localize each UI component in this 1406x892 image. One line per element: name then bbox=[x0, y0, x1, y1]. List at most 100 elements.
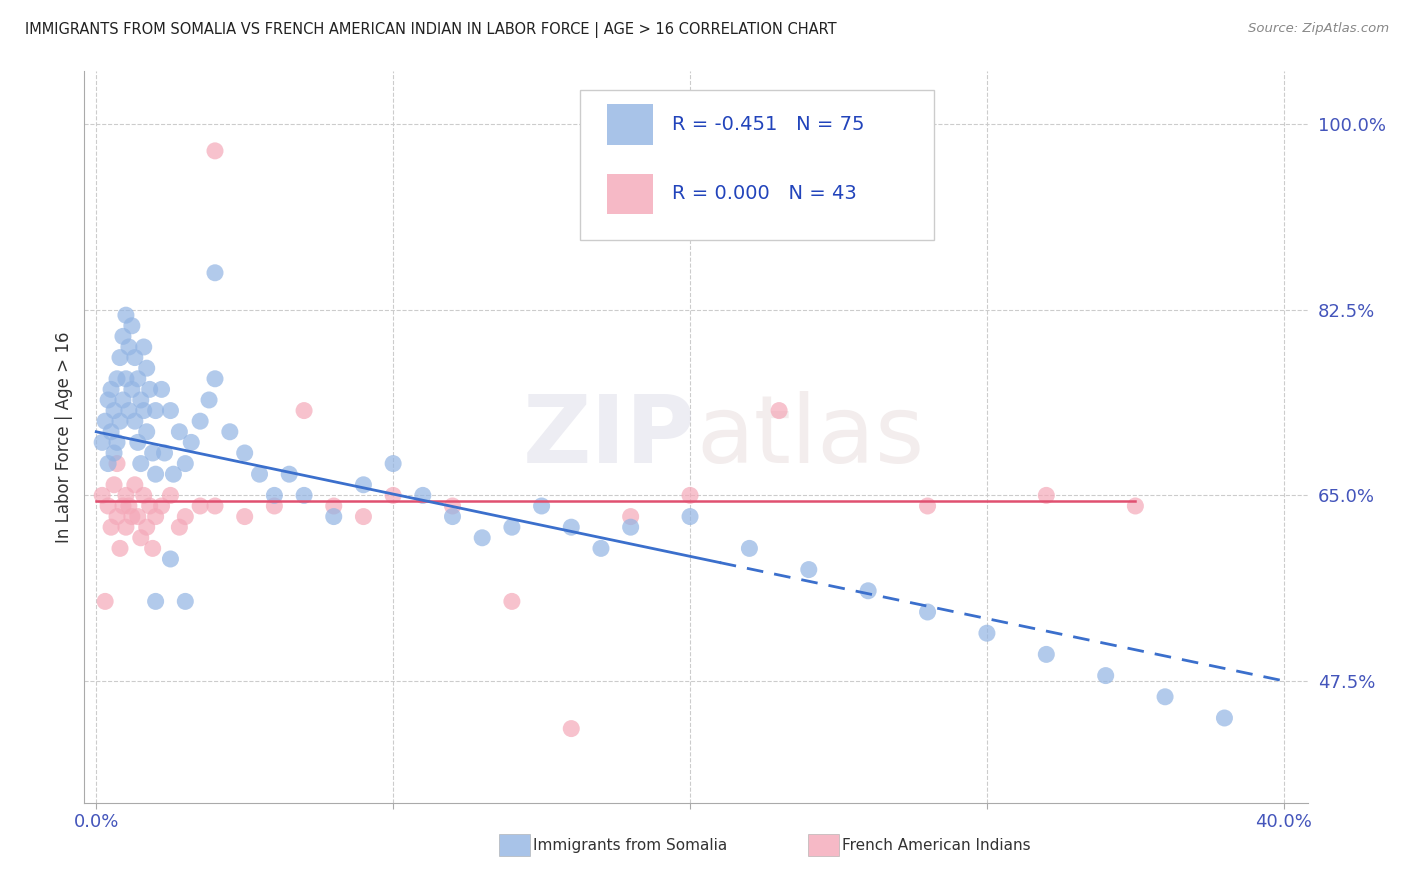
Point bbox=[412, 488, 434, 502]
Point bbox=[233, 446, 256, 460]
Point bbox=[115, 372, 138, 386]
Point bbox=[105, 457, 128, 471]
Point bbox=[679, 509, 702, 524]
Point bbox=[129, 392, 152, 407]
Point bbox=[115, 488, 138, 502]
Point bbox=[97, 392, 120, 407]
Point bbox=[263, 499, 285, 513]
Point bbox=[124, 414, 146, 428]
Text: Immigrants from Somalia: Immigrants from Somalia bbox=[533, 838, 727, 853]
Point bbox=[115, 308, 138, 322]
Text: IMMIGRANTS FROM SOMALIA VS FRENCH AMERICAN INDIAN IN LABOR FORCE | AGE > 16 CORR: IMMIGRANTS FROM SOMALIA VS FRENCH AMERIC… bbox=[25, 22, 837, 38]
Point bbox=[124, 477, 146, 491]
Point bbox=[917, 605, 939, 619]
Point bbox=[204, 144, 226, 158]
Point bbox=[121, 318, 143, 333]
Bar bbox=[606, 174, 654, 214]
Point bbox=[159, 403, 181, 417]
Point bbox=[135, 520, 157, 534]
Point bbox=[115, 520, 138, 534]
Point bbox=[589, 541, 612, 556]
Point bbox=[441, 509, 464, 524]
Point bbox=[162, 467, 184, 482]
Point bbox=[560, 520, 582, 534]
Point bbox=[145, 509, 167, 524]
Point bbox=[105, 372, 128, 386]
Point bbox=[108, 414, 131, 428]
Point bbox=[471, 531, 494, 545]
Point bbox=[560, 722, 582, 736]
Point bbox=[132, 340, 155, 354]
Point bbox=[169, 425, 191, 439]
Point bbox=[100, 520, 122, 534]
Bar bbox=[606, 104, 654, 145]
Point bbox=[105, 435, 128, 450]
Point bbox=[111, 499, 134, 513]
Point bbox=[91, 435, 114, 450]
Point bbox=[174, 509, 197, 524]
Point bbox=[97, 457, 120, 471]
Point bbox=[198, 392, 221, 407]
Point bbox=[150, 383, 173, 397]
Point bbox=[145, 594, 167, 608]
Point bbox=[127, 509, 149, 524]
Point bbox=[108, 351, 131, 365]
Point bbox=[103, 403, 125, 417]
Point bbox=[204, 499, 226, 513]
Point bbox=[292, 403, 315, 417]
Point bbox=[1035, 648, 1057, 662]
Point bbox=[1094, 668, 1116, 682]
Point bbox=[142, 446, 165, 460]
Point bbox=[530, 499, 553, 513]
Point bbox=[159, 488, 181, 502]
Point bbox=[620, 509, 643, 524]
Point bbox=[188, 499, 211, 513]
Text: ZIP: ZIP bbox=[523, 391, 696, 483]
Point bbox=[278, 467, 301, 482]
Point bbox=[111, 392, 134, 407]
Point bbox=[1125, 499, 1147, 513]
Point bbox=[620, 520, 643, 534]
Point bbox=[94, 594, 117, 608]
Point bbox=[382, 457, 405, 471]
Text: French American Indians: French American Indians bbox=[842, 838, 1031, 853]
Point bbox=[263, 488, 285, 502]
Point bbox=[204, 266, 226, 280]
Text: Source: ZipAtlas.com: Source: ZipAtlas.com bbox=[1249, 22, 1389, 36]
Point bbox=[105, 509, 128, 524]
Point bbox=[118, 499, 141, 513]
Text: R = 0.000   N = 43: R = 0.000 N = 43 bbox=[672, 184, 856, 203]
Point bbox=[138, 499, 160, 513]
Point bbox=[142, 541, 165, 556]
Point bbox=[153, 446, 176, 460]
Point bbox=[768, 403, 790, 417]
Point bbox=[129, 531, 152, 545]
Point bbox=[679, 488, 702, 502]
Point bbox=[233, 509, 256, 524]
Point bbox=[97, 499, 120, 513]
Point bbox=[917, 499, 939, 513]
Point bbox=[382, 488, 405, 502]
Point bbox=[169, 520, 191, 534]
Point bbox=[121, 383, 143, 397]
Point bbox=[118, 340, 141, 354]
Y-axis label: In Labor Force | Age > 16: In Labor Force | Age > 16 bbox=[55, 331, 73, 543]
Point bbox=[501, 520, 523, 534]
Point bbox=[174, 594, 197, 608]
Point bbox=[129, 457, 152, 471]
Point bbox=[180, 435, 202, 450]
Point bbox=[188, 414, 211, 428]
Text: atlas: atlas bbox=[696, 391, 924, 483]
Point bbox=[111, 329, 134, 343]
Point bbox=[103, 477, 125, 491]
Point bbox=[127, 372, 149, 386]
Point bbox=[138, 383, 160, 397]
Point bbox=[121, 509, 143, 524]
Point bbox=[100, 383, 122, 397]
Point bbox=[118, 403, 141, 417]
Point bbox=[145, 467, 167, 482]
Point bbox=[249, 467, 271, 482]
Point bbox=[174, 457, 197, 471]
Point bbox=[292, 488, 315, 502]
Point bbox=[797, 563, 820, 577]
